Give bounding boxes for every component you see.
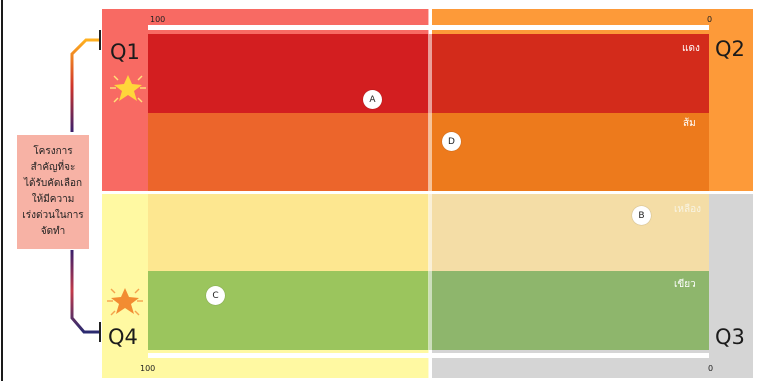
side-note-box: โครงการ สำคัญที่จะ ได้รับคัดเลือก ให้มีค… (17, 135, 89, 249)
side-note-line: สำคัญที่จะ (30, 162, 76, 173)
scale-bottom-left: 100 (140, 364, 156, 373)
q3-label: Q3 (715, 325, 745, 349)
marker-a: A (363, 90, 382, 109)
marker-b: B (632, 206, 651, 225)
side-note-line: จัดทำ (40, 226, 66, 237)
band-label-yellow: เหลือง (674, 204, 702, 215)
star-icon-q1 (110, 75, 146, 103)
q2-label: Q2 (715, 37, 745, 61)
left-frame-line (1, 0, 3, 381)
scale-bottom-right: 0 (708, 364, 714, 373)
band-label-orange: ส้ม (683, 118, 696, 129)
band-label-red: แดง (682, 43, 700, 54)
marker-d: D (442, 132, 461, 151)
side-note-text: โครงการ สำคัญที่จะ ได้รับคัดเลือก ให้มีค… (22, 144, 83, 240)
side-note-line: โครงการ (33, 146, 73, 157)
side-note-line: ได้รับคัดเลือก (23, 178, 83, 189)
q1-label: Q1 (110, 40, 140, 64)
horizontal-divider (102, 191, 753, 194)
q4-label: Q4 (108, 325, 138, 349)
star-icon-q4 (107, 288, 143, 316)
side-note-line: เร่งด่วนในการ (22, 210, 84, 221)
bracket-connector (70, 30, 101, 342)
marker-c: C (206, 286, 225, 305)
band-label-green: เขียว (674, 279, 696, 290)
scale-top-right: 0 (707, 15, 713, 24)
scale-top-left: 100 (150, 15, 166, 24)
side-note-line: ให้มีความ (31, 194, 75, 205)
